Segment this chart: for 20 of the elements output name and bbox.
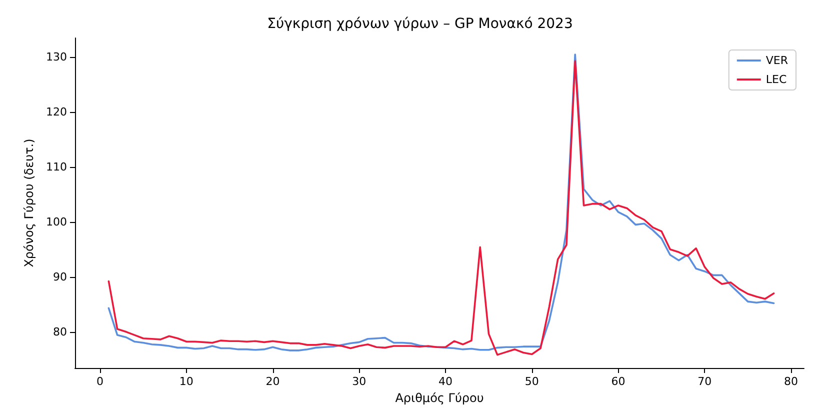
- x-tick-label: 80: [784, 375, 798, 388]
- y-axis-title: Χρόνος Γύρου (δευτ.): [22, 138, 36, 268]
- x-tick-label: 10: [179, 375, 194, 388]
- x-tick-label: 0: [96, 375, 104, 388]
- legend-label: LEC: [766, 73, 787, 86]
- x-tick-label: 40: [438, 375, 453, 388]
- x-tick-label: 50: [524, 375, 539, 388]
- y-tick-label: 130: [46, 50, 67, 64]
- y-tick-label: 90: [53, 270, 67, 284]
- y-tick-label: 120: [46, 106, 67, 119]
- y-tick-label: 110: [46, 160, 67, 174]
- chart-title: Σύγκριση χρόνων γύρων – GP Μονακό 2023: [267, 16, 573, 32]
- legend-label: VER: [766, 54, 788, 67]
- x-tick-label: 20: [266, 375, 280, 388]
- y-tick-label: 80: [53, 325, 67, 338]
- x-tick-label: 30: [352, 375, 366, 388]
- x-tick-label: 70: [698, 375, 712, 388]
- x-tick-label: 60: [611, 375, 626, 388]
- y-tick-label: 100: [46, 215, 67, 228]
- x-axis-title: Αριθμός Γύρου: [395, 390, 484, 405]
